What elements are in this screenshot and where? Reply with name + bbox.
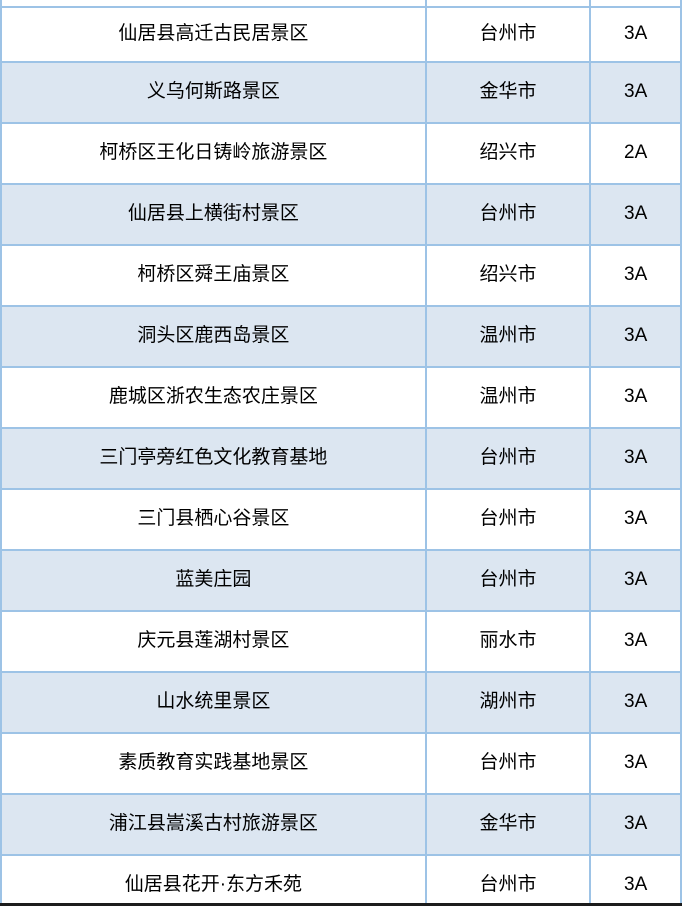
table-row: 仙居县上横街村景区 台州市 3A [2, 185, 680, 246]
table-row-partial [2, 0, 680, 8]
bottom-cutoff-line [0, 903, 682, 906]
table-row: 浦江县嵩溪古村旅游景区 金华市 3A [2, 795, 680, 856]
scenic-area-name-cell: 素质教育实践基地景区 [2, 734, 427, 793]
table-row: 山水统里景区 湖州市 3A [2, 673, 680, 734]
grade-cell: 3A [624, 264, 648, 286]
grade-cell: 3A [624, 691, 648, 713]
table-row: 洞头区鹿西岛景区 温州市 3A [2, 307, 680, 368]
scenic-area-name-cell: 仙居县花开·东方禾苑 [2, 856, 427, 910]
scenic-area-name-cell: 仙居县高迁古民居景区 [2, 8, 427, 61]
grade-cell: 3A [624, 630, 648, 652]
scenic-area-name-cell: 三门县栖心谷景区 [2, 490, 427, 549]
city-cell: 金华市 [427, 795, 592, 854]
grade-cell: 3A [624, 23, 648, 45]
scenic-area-name-cell: 仙居县上横街村景区 [2, 185, 427, 244]
grade-cell: 3A [624, 81, 648, 103]
city-cell: 金华市 [427, 63, 592, 122]
table-row: 柯桥区舜王庙景区 绍兴市 3A [2, 246, 680, 307]
scenic-area-name-cell: 庆元县莲湖村景区 [2, 612, 427, 671]
grade-cell: 3A [624, 569, 648, 591]
grade-cell: 3A [624, 813, 648, 835]
city-cell: 温州市 [427, 307, 592, 366]
city-cell: 绍兴市 [427, 246, 592, 305]
city-cell: 台州市 [427, 490, 592, 549]
table-row: 庆元县莲湖村景区 丽水市 3A [2, 612, 680, 673]
scenic-area-name-cell: 蓝美庄园 [2, 551, 427, 610]
city-cell: 温州市 [427, 368, 592, 427]
scenic-area-name-cell: 三门亭旁红色文化教育基地 [2, 429, 427, 488]
scenic-area-name-cell: 洞头区鹿西岛景区 [2, 307, 427, 366]
grade-cell: 3A [624, 752, 648, 774]
table-row: 三门县栖心谷景区 台州市 3A [2, 490, 680, 551]
grade-cell: 3A [624, 325, 648, 347]
city-cell: 湖州市 [427, 673, 592, 732]
bottom-mask [0, 906, 682, 910]
table-row: 义乌何斯路景区 金华市 3A [2, 63, 680, 124]
table-row: 蓝美庄园 台州市 3A [2, 551, 680, 612]
city-cell [427, 0, 592, 6]
scenic-area-name-cell: 柯桥区舜王庙景区 [2, 246, 427, 305]
table-row: 素质教育实践基地景区 台州市 3A [2, 734, 680, 795]
grade-cell: 3A [624, 508, 648, 530]
scenic-area-name-cell: 柯桥区王化日铸岭旅游景区 [2, 124, 427, 183]
grade-cell: 3A [624, 386, 648, 408]
city-cell: 台州市 [427, 551, 592, 610]
scenic-area-name-cell: 鹿城区浙农生态农庄景区 [2, 368, 427, 427]
city-cell: 台州市 [427, 429, 592, 488]
table-row: 仙居县高迁古民居景区 台州市 3A [2, 8, 680, 63]
city-cell: 绍兴市 [427, 124, 592, 183]
city-cell: 台州市 [427, 734, 592, 793]
scenic-area-name-cell: 义乌何斯路景区 [2, 63, 427, 122]
city-cell: 台州市 [427, 8, 592, 61]
scenic-area-name-cell: 山水统里景区 [2, 673, 427, 732]
grade-cell: 3A [624, 203, 648, 225]
grade-cell: 3A [624, 874, 648, 896]
city-cell: 丽水市 [427, 612, 592, 671]
table-row: 鹿城区浙农生态农庄景区 温州市 3A [2, 368, 680, 429]
city-cell: 台州市 [427, 185, 592, 244]
scenic-area-name-cell [2, 0, 427, 6]
table-row: 仙居县花开·东方禾苑 台州市 3A [2, 856, 680, 910]
grade-cell: 2A [624, 142, 648, 164]
grade-cell: 3A [624, 447, 648, 469]
city-cell: 台州市 [427, 856, 592, 910]
table-row: 三门亭旁红色文化教育基地 台州市 3A [2, 429, 680, 490]
table-row: 柯桥区王化日铸岭旅游景区 绍兴市 2A [2, 124, 680, 185]
grade-cell [591, 0, 680, 6]
scenic-area-name-cell: 浦江县嵩溪古村旅游景区 [2, 795, 427, 854]
